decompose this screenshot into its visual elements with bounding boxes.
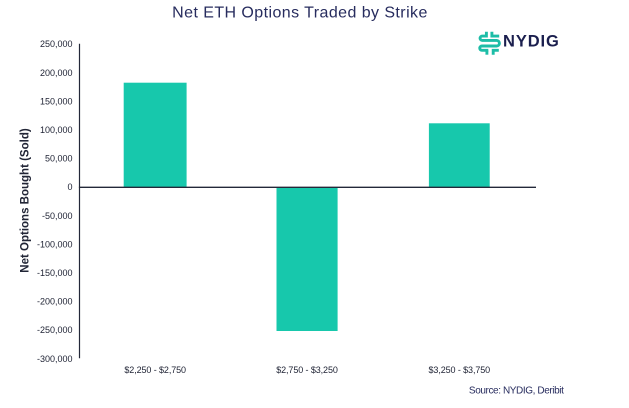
svg-text:250,000: 250,000 — [40, 39, 73, 49]
svg-text:100,000: 100,000 — [40, 125, 73, 135]
svg-text:-150,000: -150,000 — [37, 268, 73, 278]
svg-text:50,000: 50,000 — [45, 154, 73, 164]
svg-text:-300,000: -300,000 — [37, 354, 73, 364]
svg-text:$2,250 - $2,750: $2,250 - $2,750 — [124, 365, 186, 375]
svg-text:Net Options Bought (Sold): Net Options Bought (Sold) — [20, 128, 32, 273]
svg-text:-100,000: -100,000 — [37, 239, 73, 249]
svg-text:Net ETH Options Traded by Stri: Net ETH Options Traded by Strike — [172, 5, 428, 22]
svg-text:$2,750 - $3,250: $2,750 - $3,250 — [276, 365, 338, 375]
svg-text:200,000: 200,000 — [40, 68, 73, 78]
svg-text:150,000: 150,000 — [40, 96, 73, 106]
svg-text:-50,000: -50,000 — [42, 211, 73, 221]
svg-text:NYDIG: NYDIG — [503, 33, 560, 51]
svg-text:$3,250 - $3,750: $3,250 - $3,750 — [429, 365, 491, 375]
svg-text:-200,000: -200,000 — [37, 297, 73, 307]
svg-text:-250,000: -250,000 — [37, 325, 73, 335]
svg-text:Source: NYDIG, Deribit: Source: NYDIG, Deribit — [469, 386, 564, 397]
svg-text:0: 0 — [67, 182, 72, 192]
